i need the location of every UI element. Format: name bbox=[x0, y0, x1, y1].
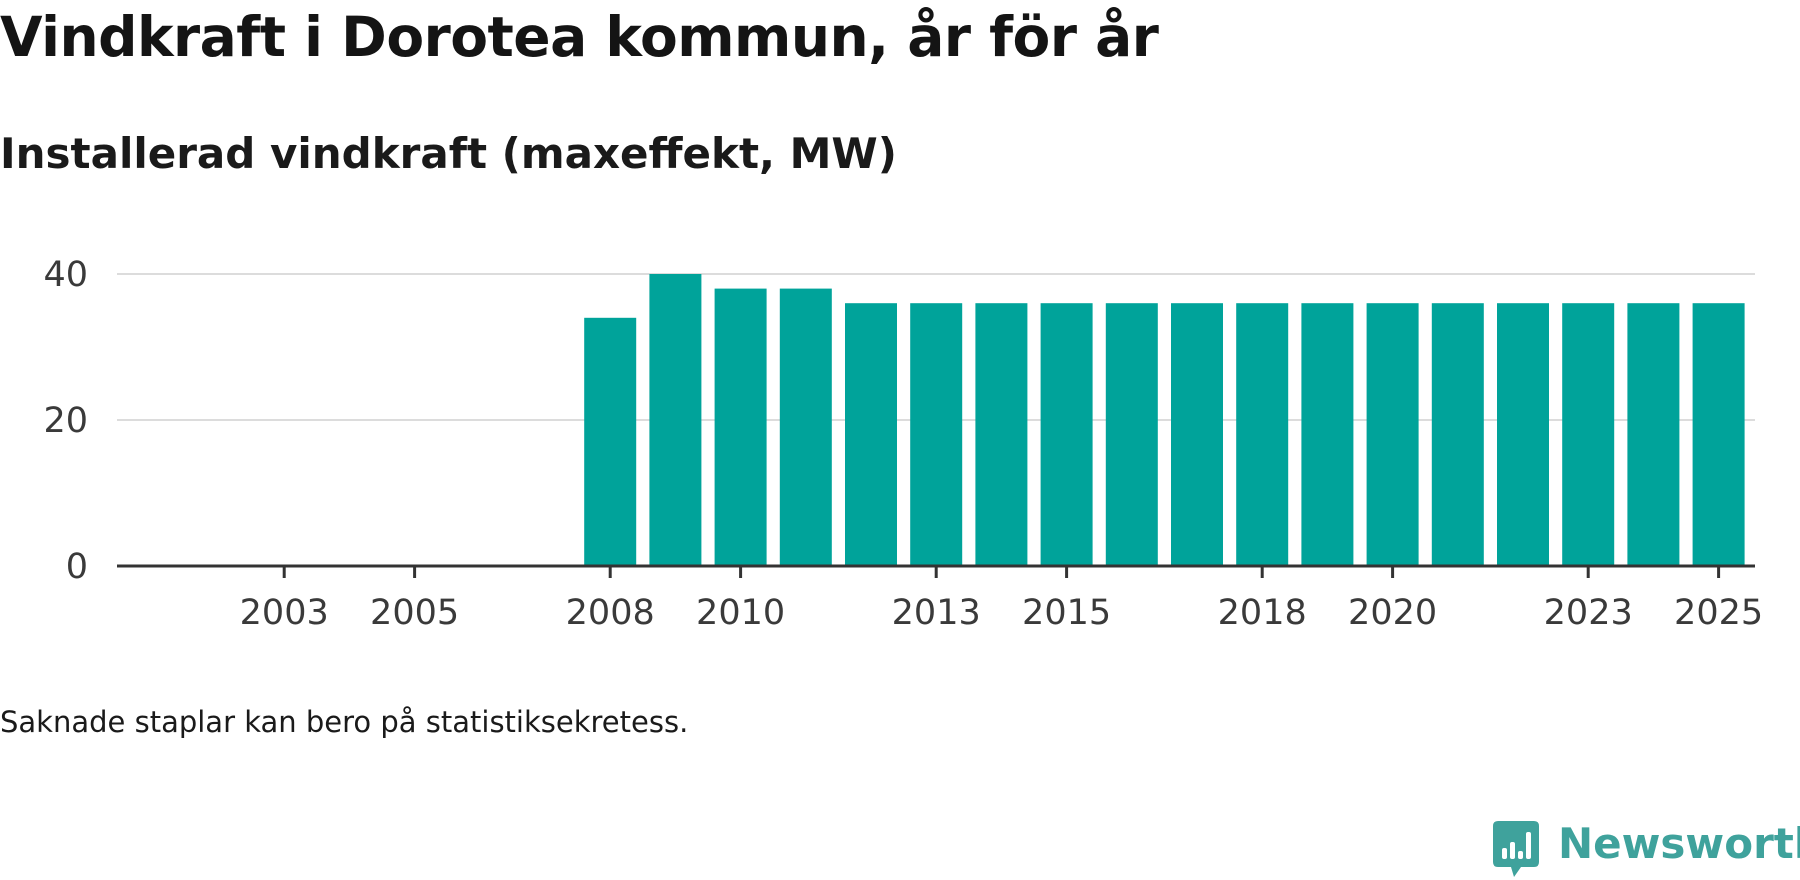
bar-2016 bbox=[1105, 303, 1158, 566]
y-axis-labels: 0 20 40 bbox=[43, 255, 88, 587]
brand-name: Newsworthy bbox=[1558, 819, 1800, 868]
x-tick-label: 2008 bbox=[566, 593, 655, 633]
y-tick-label: 40 bbox=[43, 255, 88, 295]
bar-2009 bbox=[649, 274, 702, 566]
bar-2017 bbox=[1171, 303, 1223, 566]
bar-2011 bbox=[779, 288, 832, 566]
bar-2012 bbox=[845, 303, 897, 566]
bar-2015 bbox=[1040, 303, 1093, 566]
x-tick-label: 2023 bbox=[1544, 593, 1633, 633]
bar-2022 bbox=[1497, 303, 1549, 566]
x-tick-label: 2020 bbox=[1348, 593, 1437, 633]
newsworthy-logo-icon bbox=[1493, 821, 1539, 877]
chart-subtitle: Installerad vindkraft (maxeffekt, MW) bbox=[0, 129, 897, 178]
bar-2010 bbox=[714, 288, 767, 566]
footnote: Saknade staplar kan bero på statistiksek… bbox=[0, 705, 689, 739]
bar-2018 bbox=[1236, 303, 1289, 566]
bar-2020 bbox=[1366, 303, 1419, 566]
x-tick-label: 2018 bbox=[1218, 593, 1307, 633]
bar-2014 bbox=[975, 303, 1028, 566]
bar-2021 bbox=[1431, 303, 1484, 566]
bar-2008 bbox=[584, 317, 637, 566]
x-tick-label: 2013 bbox=[892, 593, 981, 633]
chart-title: Vindkraft i Dorotea kommun, år för år bbox=[0, 5, 1159, 69]
x-tick-label: 2005 bbox=[370, 593, 459, 633]
y-tick-label: 20 bbox=[43, 401, 88, 441]
x-tick-label: 2010 bbox=[696, 593, 785, 633]
x-tick-label: 2015 bbox=[1022, 593, 1111, 633]
brand-logo: Newsworthy bbox=[1490, 818, 1800, 878]
x-axis-ticks: 2003 2005 2008 2010 2013 2015 2018 2020 2023 2025 bbox=[240, 566, 1763, 633]
x-tick-label: 2025 bbox=[1674, 593, 1763, 633]
bars bbox=[584, 274, 1745, 566]
bar-2013 bbox=[910, 303, 963, 566]
x-tick-label: 2003 bbox=[240, 593, 329, 633]
y-tick-label: 0 bbox=[66, 547, 88, 587]
bar-2023 bbox=[1562, 303, 1615, 566]
bar-2019 bbox=[1301, 303, 1354, 566]
bar-2025 bbox=[1692, 303, 1745, 566]
bar-2024 bbox=[1627, 303, 1680, 566]
